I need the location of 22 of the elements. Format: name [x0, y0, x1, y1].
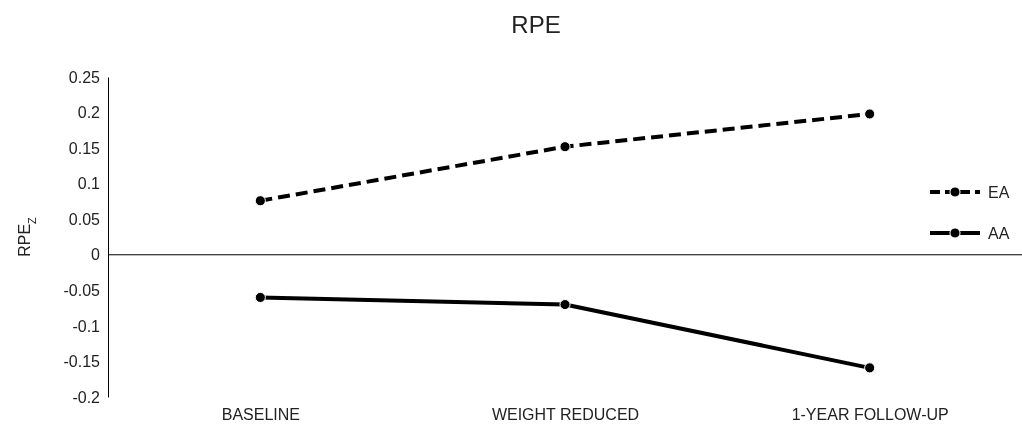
point — [254, 195, 266, 207]
point — [559, 141, 571, 153]
point — [864, 108, 876, 120]
y-tick-label: 0.15 — [68, 139, 101, 157]
point — [254, 291, 266, 303]
legend-label: EA — [988, 184, 1010, 201]
y-tick-label: -0.05 — [63, 281, 101, 299]
y-tick-label: 0 — [91, 246, 101, 264]
x-tick-label: WEIGHT REDUCED — [491, 406, 640, 424]
x-tick-label: BASELINE — [221, 406, 300, 424]
y-tick-label: -0.1 — [72, 317, 101, 335]
legend-label: AA — [988, 225, 1010, 242]
y-tick-label: 0.25 — [68, 68, 101, 86]
y-tick-label: -0.15 — [63, 353, 101, 371]
point — [559, 299, 571, 311]
x-tick-label: 1-YEAR FOLLOW-UP — [791, 406, 949, 424]
y-tick-label: 0.05 — [68, 210, 101, 228]
point — [864, 362, 876, 374]
y-tick-label: -0.2 — [72, 388, 101, 406]
y-tick-label: 0.2 — [77, 104, 101, 122]
chart-title: RPE — [511, 11, 561, 38]
y-tick-label: 0.1 — [77, 175, 101, 193]
